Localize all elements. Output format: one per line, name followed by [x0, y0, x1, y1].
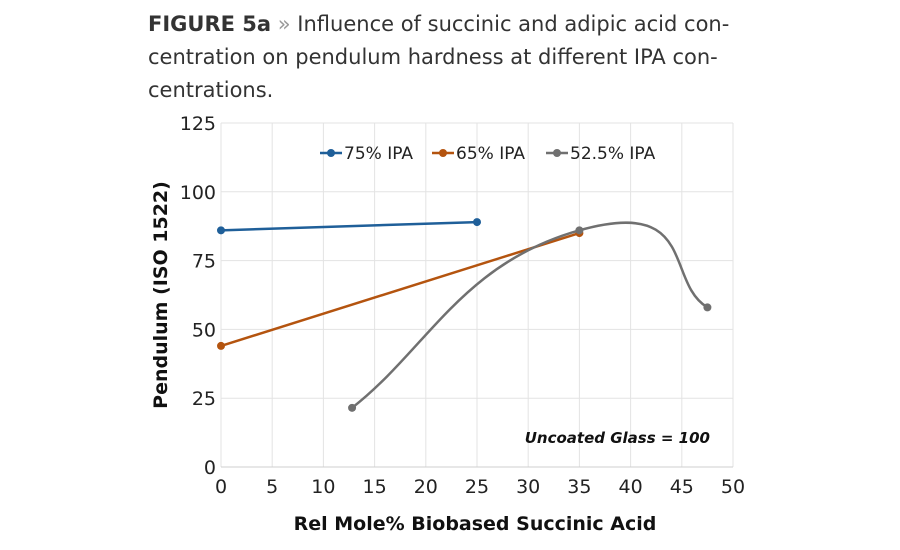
- y-tick-label: 75: [192, 251, 216, 273]
- figure-caption: FIGURE 5a » Influence of succinic and ad…: [148, 8, 748, 107]
- legend: 75% IPA 65% IPA 52.5% IPA: [320, 144, 656, 164]
- series-line-0: [220, 220, 478, 232]
- legend-label: 65% IPA: [456, 144, 525, 164]
- data-point: [348, 403, 357, 412]
- x-tick-label: 25: [465, 476, 489, 498]
- y-axis-label: Pendulum (ISO 1522): [150, 181, 172, 409]
- x-tick-label: 15: [363, 476, 387, 498]
- x-tick-label: 40: [619, 476, 643, 498]
- x-axis-label: Rel Mole% Biobased Succinic Acid: [294, 513, 657, 535]
- caption-text: Influence of succinic and adipic acid co…: [148, 12, 730, 102]
- data-point: [217, 226, 225, 235]
- legend-marker: [439, 149, 447, 157]
- x-tick-label: 35: [567, 476, 591, 498]
- legend-marker: [327, 149, 335, 157]
- data-point: [703, 303, 712, 312]
- y-tick-label: 100: [180, 182, 216, 204]
- separator-icon: »: [277, 12, 291, 36]
- legend-label: 52.5% IPA: [570, 144, 656, 164]
- y-tick-label: 50: [192, 319, 216, 341]
- legend-marker: [553, 149, 561, 157]
- data-point: [473, 218, 481, 227]
- grid: [220, 122, 734, 468]
- data-point: [575, 226, 584, 235]
- x-tick-label: 20: [414, 476, 438, 498]
- series-line-1: [220, 231, 580, 348]
- y-tick-label: 125: [180, 113, 216, 135]
- x-tick-label: 10: [311, 476, 335, 498]
- y-tick-label: 0: [204, 457, 216, 479]
- x-tick-label: 45: [670, 476, 694, 498]
- x-tick-label: 0: [215, 476, 227, 498]
- annotation: Uncoated Glass = 100: [525, 429, 710, 447]
- figure-label: FIGURE 5a: [148, 12, 272, 36]
- x-tick-label: 30: [516, 476, 540, 498]
- tick-labels: 0 5 10 15 20 25 30 35 40 45 50 0 25 50 75 100 125: [180, 113, 745, 498]
- x-tick-label: 5: [266, 476, 278, 498]
- data-point: [217, 341, 225, 350]
- y-tick-label: 25: [192, 388, 216, 410]
- series-line-2: [351, 221, 709, 409]
- legend-label: 75% IPA: [344, 144, 413, 164]
- series-group: [217, 218, 712, 412]
- x-tick-label: 50: [721, 476, 745, 498]
